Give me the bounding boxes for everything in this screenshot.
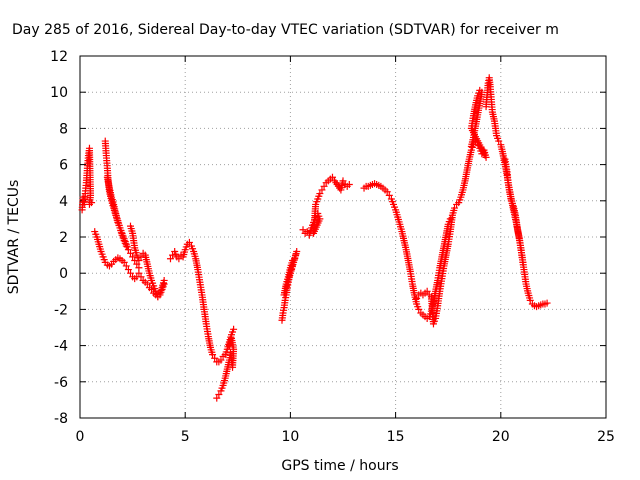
chart-title: Day 285 of 2016, Sidereal Day-to-day VTE… [12,22,559,38]
x-tick-label: 0 [76,429,85,445]
data-point [495,137,503,145]
data-point [137,273,145,281]
data-point [169,251,177,259]
x-tick-label: 20 [492,429,510,445]
y-tick-label: 12 [50,49,68,65]
plot-frame [79,55,607,419]
data-point [154,293,162,301]
data-point [230,325,238,333]
y-tick-label: -2 [54,302,68,318]
data-point [467,143,475,150]
data-point [299,226,307,234]
y-tick-label: 2 [59,230,68,246]
data-point [122,262,130,270]
data-point [451,204,459,212]
x-tick-label: 15 [387,429,405,445]
data-point [143,280,151,288]
y-tick-label: 0 [59,266,68,282]
x-tick-label: 5 [181,429,190,445]
data-point [124,246,132,254]
data-point [413,295,421,303]
data-point [289,257,297,265]
data-point [215,390,223,398]
data-point [415,305,423,313]
data-point [385,191,393,199]
data-point [345,181,353,189]
y-tick-label: -6 [54,375,68,391]
x-axis-label: GPS time / hours [281,458,398,474]
y-tick-label: 10 [50,85,68,101]
data-point [217,356,225,364]
data-point [225,342,233,350]
data-point [213,394,221,402]
data-point [423,287,431,295]
data-point [175,255,183,263]
data-point [519,258,527,266]
y-tick-label: 4 [59,194,68,210]
data-point [209,351,217,359]
data-point [135,257,143,265]
data-point [160,276,168,284]
data-point [133,260,141,268]
data-point [543,299,551,307]
data-point [526,296,534,304]
data-point [135,264,143,272]
y-tick-label: 6 [59,158,68,174]
data-point [88,199,96,207]
axis-ticks [79,55,607,419]
x-tick-labels: 0 5 10 15 20 25 [76,429,615,445]
x-tick-label: 10 [281,429,299,445]
x-tick-label: 25 [597,429,615,445]
y-tick-label: -8 [54,411,68,427]
data-point [318,186,326,194]
grid-lines [80,56,606,418]
data-points [78,74,551,402]
y-tick-labels: -8 -6 -4 -2 0 2 4 6 8 10 12 [50,49,68,427]
y-tick-label: 8 [59,121,68,137]
y-tick-label: -4 [54,339,68,355]
data-point [124,266,132,274]
data-point [316,190,324,198]
data-point [122,242,130,250]
data-point [129,253,137,261]
data-point [120,258,128,266]
data-point [148,285,156,293]
data-point [166,255,174,263]
data-point [320,182,328,190]
data-point [339,177,347,185]
data-point [328,173,336,181]
y-axis-label: SDTVAR / TECUs [6,180,22,295]
data-point [383,188,391,196]
data-point [185,238,193,246]
data-point [126,269,134,277]
data-point [211,354,219,362]
data-point [126,249,134,257]
